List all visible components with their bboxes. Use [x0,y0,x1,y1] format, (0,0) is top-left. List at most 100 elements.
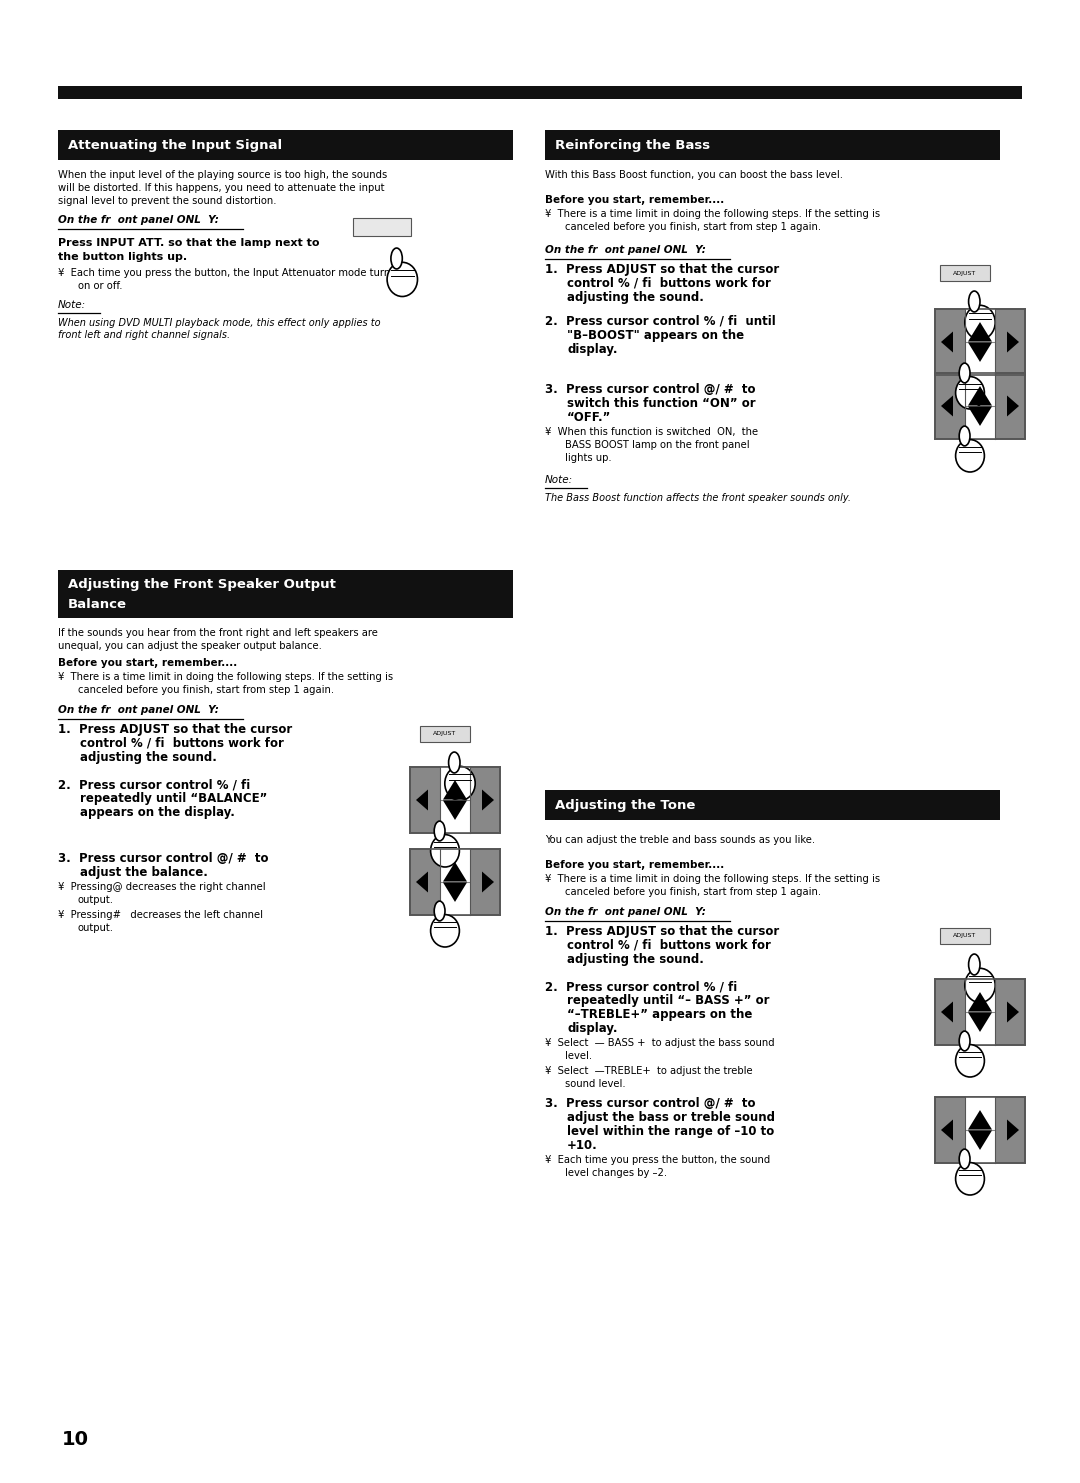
Bar [940,265,990,280]
Polygon shape [416,872,428,893]
Text: sound level.: sound level. [565,1080,625,1089]
Polygon shape [443,801,467,820]
Ellipse shape [969,291,980,311]
Text: When using DVD MULTI playback mode, this effect only applies to: When using DVD MULTI playback mode, this… [58,317,380,328]
Text: ¥  Pressing@ decreases the right channel: ¥ Pressing@ decreases the right channel [58,882,266,891]
Text: “–TREBLE+” appears on the: “–TREBLE+” appears on the [567,1008,753,1020]
Text: Reinforcing the Bass: Reinforcing the Bass [555,138,711,151]
Text: Before you start, remember....: Before you start, remember.... [545,860,725,871]
Polygon shape [443,862,467,881]
Bar [58,131,513,160]
Text: If the sounds you hear from the front right and left speakers are: If the sounds you hear from the front ri… [58,627,378,638]
Text: On the fr  ont panel ONL  Y:: On the fr ont panel ONL Y: [545,245,706,255]
Text: Note:: Note: [545,475,573,485]
Bar [966,1097,995,1163]
Text: output.: output. [78,896,114,905]
Text: on or off.: on or off. [78,280,122,291]
Text: repeatedly until “BALANCE”: repeatedly until “BALANCE” [80,792,268,805]
Ellipse shape [956,439,984,472]
Text: adjust the balance.: adjust the balance. [80,866,207,879]
Polygon shape [1007,1120,1020,1140]
Text: unequal, you can adjust the speaker output balance.: unequal, you can adjust the speaker outp… [58,641,322,651]
Bar [966,308,995,375]
Text: ¥  Select  — BASS +  to adjust the bass sound: ¥ Select — BASS + to adjust the bass sou… [545,1038,774,1048]
Text: ¥  Each time you press the button, the sound: ¥ Each time you press the button, the so… [545,1155,770,1166]
Bar [410,848,500,915]
Text: 2.  Press cursor control % / fi: 2. Press cursor control % / fi [58,779,251,790]
Bar [935,308,1025,375]
Text: ADJUST: ADJUST [433,731,457,737]
Polygon shape [1007,1001,1020,1022]
Polygon shape [443,780,467,799]
Ellipse shape [959,363,970,383]
Text: Before you start, remember....: Before you start, remember.... [545,194,725,205]
Polygon shape [968,406,993,426]
Bar [545,131,1000,160]
Text: Attenuating the Input Signal: Attenuating the Input Signal [68,138,282,151]
Text: signal level to prevent the sound distortion.: signal level to prevent the sound distor… [58,196,276,206]
Text: INPUT ATT: INPUT ATT [366,219,399,224]
Polygon shape [968,1111,993,1130]
Polygon shape [416,789,428,811]
Ellipse shape [959,426,970,446]
Text: BASS BOOST lamp on the front panel: BASS BOOST lamp on the front panel [565,440,750,449]
Text: control % / fi  buttons work for: control % / fi buttons work for [80,737,284,750]
Bar [940,928,990,945]
Text: ¥  There is a time limit in doing the following steps. If the setting is: ¥ There is a time limit in doing the fol… [545,873,880,884]
Ellipse shape [964,305,995,340]
Text: appears on the display.: appears on the display. [80,805,234,819]
Text: output.: output. [78,922,114,933]
Bar [410,767,500,833]
Ellipse shape [445,767,475,801]
Polygon shape [1007,332,1020,353]
Bar [966,979,995,1046]
Text: Adjusting the Front Speaker Output: Adjusting the Front Speaker Output [68,578,336,590]
Bar [440,767,470,833]
Ellipse shape [956,1044,984,1077]
Text: 1.  Press ADJUST so that the cursor: 1. Press ADJUST so that the cursor [58,724,293,736]
Text: 1.  Press ADJUST so that the cursor: 1. Press ADJUST so that the cursor [545,925,780,939]
Text: switch this function “ON” or: switch this function “ON” or [567,397,756,409]
Text: adjusting the sound.: adjusting the sound. [567,954,704,965]
Text: You can adjust the treble and bass sounds as you like.: You can adjust the treble and bass sound… [545,835,815,845]
Ellipse shape [431,835,459,868]
Ellipse shape [956,377,984,409]
Ellipse shape [431,915,459,948]
Text: lights up.: lights up. [565,452,611,463]
Text: With this Bass Boost function, you can boost the bass level.: With this Bass Boost function, you can b… [545,171,843,179]
Text: “OFF.”: “OFF.” [567,411,611,424]
Text: ADJUST: ADJUST [954,270,976,276]
Text: On the fr  ont panel ONL  Y:: On the fr ont panel ONL Y: [58,704,219,715]
Text: ¥  There is a time limit in doing the following steps. If the setting is: ¥ There is a time limit in doing the fol… [545,209,880,219]
Bar [935,374,1025,439]
Text: 2.  Press cursor control % / fi  until: 2. Press cursor control % / fi until [545,314,775,328]
Text: 10: 10 [62,1430,89,1449]
Polygon shape [941,332,953,353]
Polygon shape [968,322,993,341]
Text: 3.  Press cursor control @/ #  to: 3. Press cursor control @/ # to [58,853,269,865]
Ellipse shape [387,262,418,297]
Text: canceled before you finish, start from step 1 again.: canceled before you finish, start from s… [78,685,334,696]
Text: adjust the bass or treble sound: adjust the bass or treble sound [567,1111,775,1124]
Text: ¥  Select  —TREBLE+  to adjust the treble: ¥ Select —TREBLE+ to adjust the treble [545,1066,753,1077]
Polygon shape [968,343,993,362]
Text: Adjusting the Tone: Adjusting the Tone [555,798,696,811]
Ellipse shape [434,902,445,921]
Text: adjusting the sound.: adjusting the sound. [567,291,704,304]
Text: adjusting the sound.: adjusting the sound. [80,750,217,764]
Bar [440,848,470,915]
Polygon shape [941,1001,953,1022]
Text: will be distorted. If this happens, you need to attenuate the input: will be distorted. If this happens, you … [58,182,384,193]
Bar [545,790,1000,820]
Polygon shape [482,872,494,893]
Polygon shape [968,1013,993,1032]
Text: level changes by –2.: level changes by –2. [565,1169,667,1178]
Text: Note:: Note: [58,300,86,310]
Bar [966,374,995,439]
Text: Balance: Balance [68,598,127,611]
Text: 3.  Press cursor control @/ #  to: 3. Press cursor control @/ # to [545,1097,756,1109]
Text: repeatedly until “– BASS +” or: repeatedly until “– BASS +” or [567,994,769,1007]
Text: ¥  When this function is switched  ON,  the: ¥ When this function is switched ON, the [545,427,758,437]
Text: "B–BOOST" appears on the: "B–BOOST" appears on the [567,329,744,343]
Text: front left and right channel signals.: front left and right channel signals. [58,331,230,340]
